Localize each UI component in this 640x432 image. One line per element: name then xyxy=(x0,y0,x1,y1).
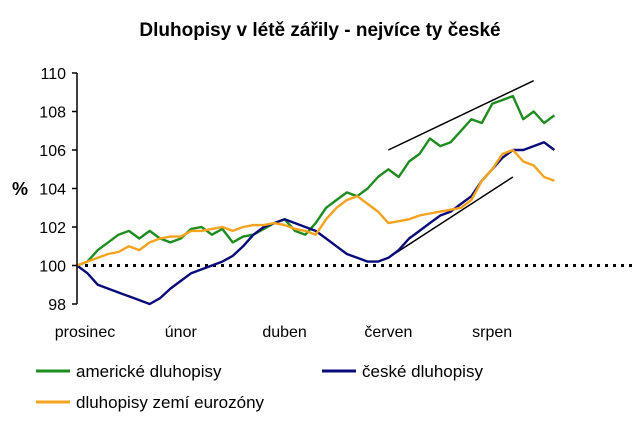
y-axis-ticks: 98 100 102 104 106 108 110 xyxy=(39,66,77,314)
trend-line-2 xyxy=(387,176,514,259)
y-axis-label: % xyxy=(12,179,28,199)
y-tick-label: 98 xyxy=(48,297,66,314)
x-axis-ticks: prosinec únor duben červen srpen xyxy=(55,324,512,341)
x-tick-label: červen xyxy=(364,324,412,341)
x-tick-label: srpen xyxy=(472,324,512,341)
y-tick-label: 108 xyxy=(39,105,66,122)
legend: americké dluhopisy české dluhopisy dluhopi… xyxy=(36,362,483,412)
series-line-1 xyxy=(76,94,556,267)
y-tick-label: 106 xyxy=(39,143,66,160)
y-tick-label: 102 xyxy=(39,220,66,237)
legend-label-3: dluhopisy zemí eurozóny xyxy=(76,393,265,412)
chart-title: Dluhopisy v létě zářily - nejvíce ty čes… xyxy=(139,20,500,41)
x-tick-label: duben xyxy=(262,324,307,341)
y-tick-label: 104 xyxy=(39,182,66,199)
legend-label-1: americké dluhopisy xyxy=(76,362,222,381)
plot-area xyxy=(76,80,632,306)
y-tick-label: 110 xyxy=(40,66,66,83)
x-tick-label: únor xyxy=(165,324,198,341)
series-line-3 xyxy=(76,148,555,267)
series-line-2 xyxy=(76,141,556,306)
y-tick-label: 100 xyxy=(39,259,66,276)
x-tick-label: prosinec xyxy=(55,324,115,341)
legend-label-2: české dluhopisy xyxy=(362,362,483,381)
trend-line-1 xyxy=(388,80,534,151)
